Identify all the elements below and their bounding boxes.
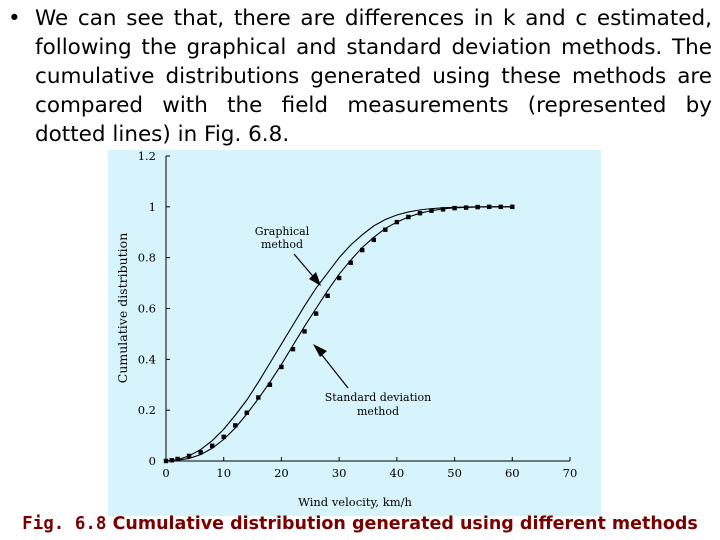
field-measurement-point	[209, 443, 215, 448]
field-measurement-point	[406, 214, 411, 220]
graphical-arrow-head	[309, 272, 321, 286]
field-measurement-point	[452, 205, 457, 211]
std-arrow-head	[313, 344, 327, 357]
bullet-text: We can see that, there are differences i…	[35, 6, 712, 147]
std-label-line1: Standard deviation	[325, 391, 431, 404]
field-measurement-point	[417, 210, 423, 216]
field-measurement-point	[267, 382, 273, 387]
std-label-line2: method	[357, 405, 399, 418]
x-tick-label: 40	[390, 466, 405, 480]
chart-figure: 0 10 20 30 40 50 60 70 0 0.2 0.4 0.6 0.8 1 1.2 Graphi…	[108, 149, 601, 516]
x-tick-label: 10	[216, 466, 231, 480]
y-axis-label: Cumulative distribution	[115, 233, 130, 383]
field-measurement-point	[360, 247, 365, 253]
x-tick-label: 20	[274, 466, 289, 480]
x-tick-label: 60	[505, 466, 520, 480]
field-measurement-point	[233, 423, 238, 428]
y-tick-label: 1.2	[138, 150, 156, 163]
field-measurement-point	[302, 329, 307, 334]
x-ticks: 0 10 20 30 40 50 60 70	[162, 457, 577, 480]
field-measurement-point	[429, 208, 434, 213]
field-measurement-point	[371, 237, 376, 243]
field-measurement-point	[313, 311, 319, 316]
y-tick-label: 0.6	[138, 302, 156, 316]
field-measurement-point	[440, 207, 446, 212]
field-measurement-point	[325, 293, 330, 298]
x-axis-label: Wind velocity, km/h	[298, 495, 412, 509]
field-measurement-point	[475, 204, 480, 210]
y-tick-label: 0.2	[138, 403, 156, 417]
cumulative-distribution-chart: 0 10 20 30 40 50 60 70 0 0.2 0.4 0.6 0.8 1 1.2 Graphi…	[115, 149, 577, 509]
figure-caption: Fig. 6.8 Cumulative distribution generat…	[0, 514, 720, 534]
field-measurement-point	[487, 204, 492, 210]
caption-number: Fig. 6.8	[22, 514, 107, 534]
field-measurement-point	[198, 449, 203, 455]
field-measurement-point	[163, 458, 169, 464]
field-measurement-point	[394, 219, 400, 225]
x-tick-label: 0	[162, 466, 169, 480]
y-ticks: 0 0.2 0.4 0.6 0.8 1 1.2	[138, 149, 170, 468]
field-measurement-point	[256, 395, 261, 400]
y-tick-label: 0	[149, 454, 156, 468]
graphical-method-curve	[165, 206, 513, 462]
bullet-marker: •	[8, 6, 21, 31]
field-measurement-point	[221, 434, 226, 440]
field-measurement-point	[463, 205, 469, 210]
caption-text: Cumulative distribution generated using …	[112, 514, 698, 534]
field-measurement-point	[279, 364, 284, 370]
annotation-layer: Graphical method Standard deviation meth…	[255, 225, 431, 418]
field-measurement-point	[348, 260, 353, 265]
field-measurement-point	[510, 204, 515, 210]
field-measurement-point	[186, 453, 192, 459]
graphical-label-line2: method	[261, 238, 303, 251]
field-measurement-point	[498, 204, 503, 210]
field-measurement-point	[336, 275, 342, 281]
x-tick-label: 30	[332, 466, 347, 480]
y-tick-label: 1	[149, 200, 156, 214]
x-tick-label: 50	[447, 466, 462, 480]
graphical-label-line1: Graphical	[255, 225, 310, 238]
field-measurement-point	[290, 346, 296, 352]
field-measurement-point	[175, 456, 180, 462]
bullet-paragraph: • We can see that, there are differences…	[8, 4, 712, 149]
series-layer	[163, 204, 515, 464]
standard-deviation-method-curve	[165, 206, 513, 462]
field-measurement-point	[244, 410, 249, 415]
y-tick-label: 0.8	[138, 251, 156, 265]
field-measurement-point	[169, 458, 174, 463]
y-tick-label: 0.4	[138, 352, 156, 366]
std-arrow-line	[317, 349, 349, 389]
x-tick-label: 70	[563, 466, 578, 480]
field-measurement-point	[383, 227, 388, 232]
